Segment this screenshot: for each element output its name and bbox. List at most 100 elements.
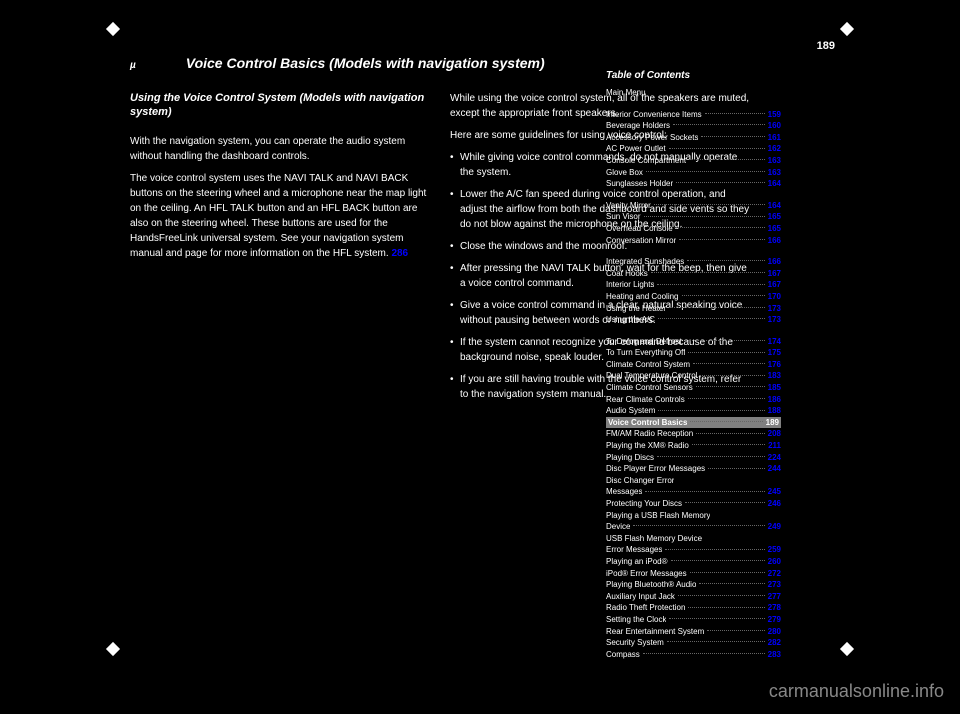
toc-row[interactable]: Sunglasses Holder164 (606, 178, 781, 190)
toc-row[interactable]: Disc Player Error Messages244 (606, 463, 781, 475)
toc-page-link[interactable]: 163 (768, 167, 781, 179)
toc-page-link[interactable]: 273 (768, 579, 781, 591)
toc-page-link[interactable]: 173 (768, 314, 781, 326)
toc-page-link[interactable]: 188 (768, 405, 781, 417)
toc-page-link[interactable]: 211 (768, 440, 781, 452)
toc-row[interactable]: Security System282 (606, 637, 781, 649)
toc-page-link[interactable]: 249 (768, 521, 781, 533)
toc-row[interactable]: Audio System188 (606, 405, 781, 417)
toc-group: Main Menu (606, 87, 781, 99)
toc-row[interactable]: FM/AM Radio Reception 208 (606, 428, 781, 440)
toc-row[interactable]: Playing Discs224 (606, 452, 781, 464)
toc-page-link[interactable]: 279 (768, 614, 781, 626)
toc-row[interactable]: To Defog and Defrost174 (606, 336, 781, 348)
toc-page-link[interactable]: 164 (768, 178, 781, 190)
toc-row[interactable]: Integrated Sunshades166 (606, 256, 781, 268)
toc-row[interactable]: Coat Hooks167 (606, 268, 781, 280)
toc-label: FM/AM Radio Reception (606, 428, 693, 440)
toc-row[interactable]: Voice Control Basics189 (606, 417, 781, 429)
toc-row[interactable]: AC Power Outlet 162 (606, 143, 781, 155)
toc-row[interactable]: Vanity Mirror164 (606, 200, 781, 212)
toc-page-link[interactable]: 164 (768, 200, 781, 212)
toc-page-link[interactable]: 272 (768, 568, 781, 580)
toc-row[interactable]: Compass 283 (606, 649, 781, 661)
toc-row[interactable]: Using the A/C173 (606, 314, 781, 326)
toc-page-link[interactable]: 176 (768, 359, 781, 371)
toc-label: Rear Climate Controls (606, 394, 685, 406)
toc-row[interactable]: Playing the XM® Radio211 (606, 440, 781, 452)
toc-leader-dots (633, 525, 764, 526)
toc-page-link[interactable]: 245 (768, 486, 781, 498)
toc-page-link[interactable]: 185 (768, 382, 781, 394)
toc-row[interactable]: Dual Temperature Control183 (606, 370, 781, 382)
toc-row[interactable]: Conversation Mirror166 (606, 235, 781, 247)
toc-page-link[interactable]: 166 (768, 235, 781, 247)
toc-page-link[interactable]: 282 (768, 637, 781, 649)
toc-row[interactable]: Auxiliary Input Jack277 (606, 591, 781, 603)
toc-leader-dots (688, 607, 764, 608)
toc-page-link[interactable]: 160 (768, 120, 781, 132)
toc-row[interactable]: Console Compartment163 (606, 155, 781, 167)
toc-page-link[interactable]: 175 (768, 347, 781, 359)
toc-label: AC Power Outlet (606, 143, 666, 155)
toc-page-link[interactable]: 166 (768, 256, 781, 268)
toc-row[interactable]: Playing an iPod®260 (606, 556, 781, 568)
toc-row[interactable]: Radio Theft Protection278 (606, 602, 781, 614)
toc-page-link[interactable]: 165 (768, 223, 781, 235)
toc-row[interactable]: Climate Control Sensors185 (606, 382, 781, 394)
toc-row[interactable]: Accessory Power Sockets161 (606, 132, 781, 144)
toc-page-link[interactable]: 244 (768, 463, 781, 475)
toc-row[interactable]: Playing Bluetooth® Audio273 (606, 579, 781, 591)
toc-leader-dots (690, 421, 762, 422)
toc-page-link[interactable]: 161 (768, 132, 781, 144)
toc-leader-dots (644, 216, 765, 217)
toc-page-link[interactable]: 183 (768, 370, 781, 382)
toc-row: Playing a USB Flash Memory (606, 510, 781, 522)
toc-label: Interior Lights (606, 279, 654, 291)
toc-page-link[interactable]: 277 (768, 591, 781, 603)
toc-page-link[interactable]: 186 (768, 394, 781, 406)
toc-page-link[interactable]: 170 (768, 291, 781, 303)
toc-row[interactable]: Messages245 (606, 486, 781, 498)
toc-page-link[interactable]: 173 (768, 303, 781, 315)
toc-row[interactable]: Interior Convenience Items159 (606, 109, 781, 121)
toc-row[interactable]: Error Messages259 (606, 544, 781, 556)
toc-label: Beverage Holders (606, 120, 670, 132)
toc-page-link[interactable]: 189 (766, 417, 779, 429)
toc-page-link[interactable]: 224 (768, 452, 781, 464)
toc-page-link[interactable]: 174 (768, 336, 781, 348)
toc-page-link[interactable]: 259 (768, 544, 781, 556)
toc-row[interactable]: Device249 (606, 521, 781, 533)
toc-row[interactable]: Using the Heater173 (606, 303, 781, 315)
toc-row[interactable]: Heating and Cooling170 (606, 291, 781, 303)
toc-row[interactable]: Rear Climate Controls 186 (606, 394, 781, 406)
toc-row[interactable]: Beverage Holders 160 (606, 120, 781, 132)
toc-page-link[interactable]: 283 (768, 649, 781, 661)
corner-marker (106, 642, 120, 656)
toc-row[interactable]: Overhead Console165 (606, 223, 781, 235)
toc-row[interactable]: Setting the Clock279 (606, 614, 781, 626)
toc-page-link[interactable]: 162 (768, 143, 781, 155)
toc-page-link[interactable]: 159 (768, 109, 781, 121)
toc-row[interactable]: Glove Box163 (606, 167, 781, 179)
corner-label: µ (130, 60, 136, 71)
toc-row[interactable]: iPod® Error Messages272 (606, 568, 781, 580)
toc-row[interactable]: Sun Visor165 (606, 211, 781, 223)
toc-row[interactable]: Rear Entertainment System280 (606, 626, 781, 638)
page-reference-link[interactable]: 286 (391, 248, 408, 259)
toc-label: Compass (606, 649, 640, 661)
toc-leader-dots (665, 549, 764, 550)
toc-row[interactable]: Climate Control System176 (606, 359, 781, 371)
toc-page-link[interactable]: 260 (768, 556, 781, 568)
toc-page-link[interactable]: 163 (768, 155, 781, 167)
toc-page-link[interactable]: 278 (768, 602, 781, 614)
toc-page-link[interactable]: 167 (768, 279, 781, 291)
toc-row[interactable]: Interior Lights 167 (606, 279, 781, 291)
toc-row[interactable]: To Turn Everything Off175 (606, 347, 781, 359)
toc-row[interactable]: Protecting Your Discs246 (606, 498, 781, 510)
toc-page-link[interactable]: 167 (768, 268, 781, 280)
toc-page-link[interactable]: 246 (768, 498, 781, 510)
toc-page-link[interactable]: 208 (768, 428, 781, 440)
toc-page-link[interactable]: 165 (768, 211, 781, 223)
toc-page-link[interactable]: 280 (768, 626, 781, 638)
